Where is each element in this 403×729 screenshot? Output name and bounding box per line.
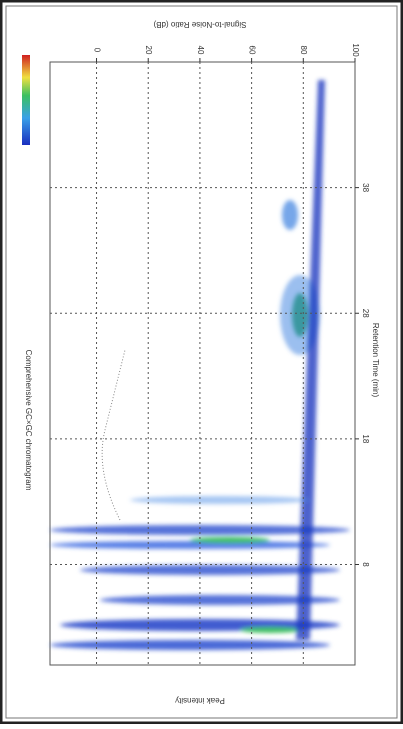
peak [190, 537, 270, 543]
peak [282, 200, 298, 230]
x-tick-label: 60 [248, 46, 257, 55]
y-tick-label: 28 [361, 309, 370, 318]
streak [130, 496, 310, 504]
x-tick-label: 20 [144, 46, 153, 55]
y-tick-label: 8 [361, 562, 370, 567]
x-axis-title: Signal-to-Noise Ratio (dB) [153, 20, 246, 29]
y-tick-label: 18 [361, 434, 370, 443]
x-tick-label: 40 [196, 46, 205, 55]
peak [240, 627, 300, 633]
colorbar [22, 55, 30, 145]
y-axis-title: Retention Time (min) [371, 323, 380, 398]
plot-area [50, 62, 355, 665]
page: {"chart_data": {"type": "heatmap", "titl… [0, 0, 403, 729]
chart-title: Comprehensive GC×GC chromatogram [24, 350, 33, 491]
y-tick-label: 38 [361, 183, 370, 192]
z-axis-title: Peak intensity [175, 696, 225, 705]
x-tick-label: 100 [351, 43, 360, 57]
streak [50, 541, 330, 549]
x-tick-label: 80 [299, 46, 308, 55]
chart: Comprehensive GC×GC chromatogram Signal-… [0, 0, 403, 724]
x-tick-label: 0 [92, 48, 101, 53]
streak [50, 640, 330, 650]
